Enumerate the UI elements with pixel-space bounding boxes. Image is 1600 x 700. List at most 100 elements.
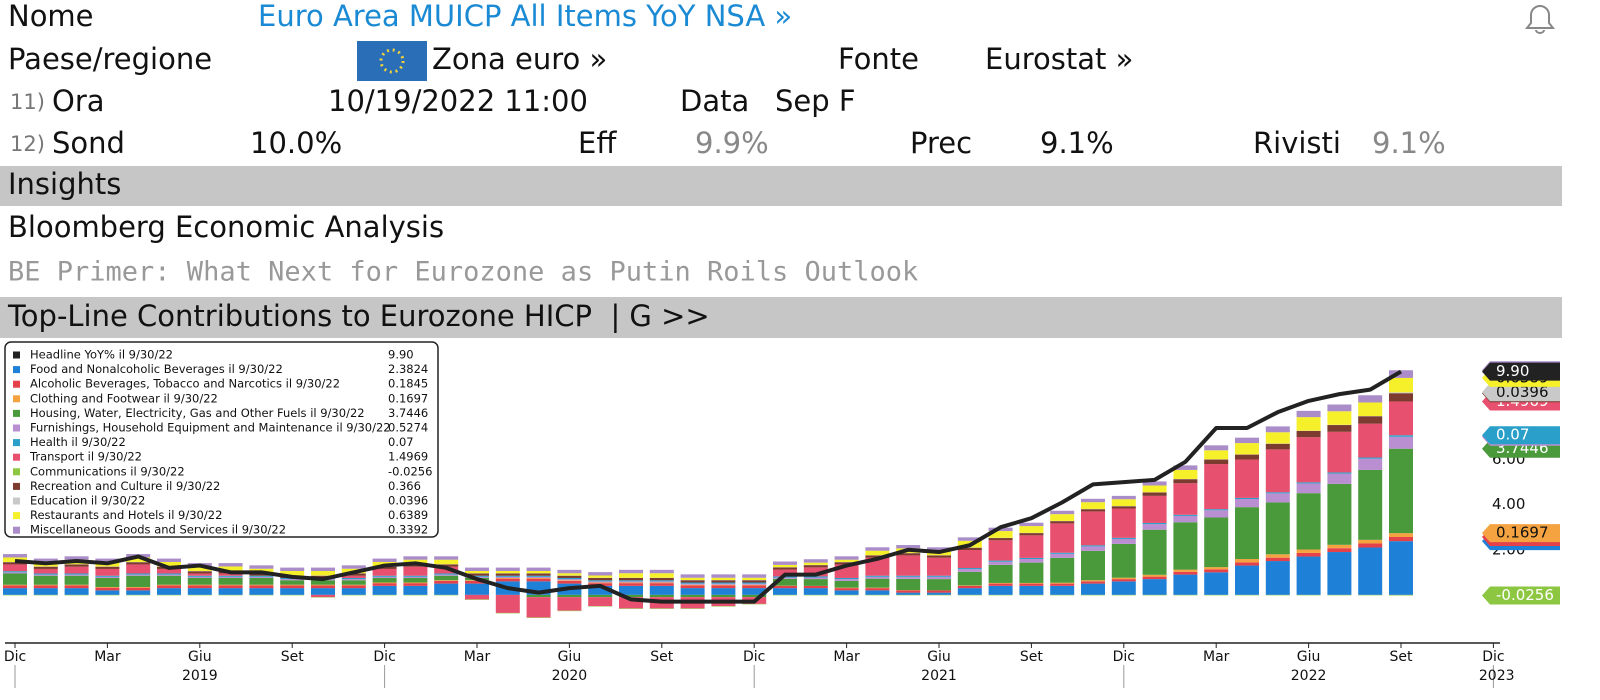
x-tick-label: Set xyxy=(281,649,305,665)
bar-segment xyxy=(1173,569,1198,572)
bar-segment xyxy=(1142,576,1167,580)
bar-segment xyxy=(557,575,582,578)
value-tag xyxy=(1482,362,1560,381)
bar-segment xyxy=(803,565,828,568)
bar-segment xyxy=(1389,594,1413,596)
bar-segment xyxy=(1081,550,1105,581)
bar-segment xyxy=(1019,562,1044,583)
chart-header[interactable]: Top-Line Contributions to Eurozone HICP … xyxy=(7,299,710,333)
bar-segment xyxy=(1111,581,1136,595)
bar-segment xyxy=(1050,557,1075,583)
bar-segment xyxy=(1296,483,1321,494)
bar-segment xyxy=(680,583,705,585)
bar-segment xyxy=(3,564,27,572)
country-link[interactable]: Zona euro » xyxy=(432,42,607,76)
bar-segment xyxy=(588,577,613,581)
bar-segment xyxy=(1204,569,1229,573)
bar-segment xyxy=(680,584,705,586)
row-number[interactable]: 11) xyxy=(10,90,45,114)
bar-segment xyxy=(588,575,613,578)
bar-segment xyxy=(157,585,181,589)
bar-segment xyxy=(1235,437,1259,444)
bar-segment xyxy=(1265,426,1290,433)
country-label: Paese/regione xyxy=(8,42,212,76)
bar-segment xyxy=(1173,479,1198,484)
bar-segment xyxy=(95,577,120,587)
bar-segment xyxy=(957,568,982,570)
source-link[interactable]: Eurostat » xyxy=(985,42,1133,76)
bar-segment xyxy=(1050,582,1075,584)
bar-segment xyxy=(465,580,489,584)
bar-segment xyxy=(803,567,828,577)
bar-segment xyxy=(557,579,582,581)
bar-segment xyxy=(957,537,982,541)
bar-segment xyxy=(1019,533,1044,536)
bar-segment xyxy=(927,579,951,591)
year-label: 2022 xyxy=(1291,668,1327,684)
bar-segment xyxy=(1235,562,1259,566)
bar-segment xyxy=(403,575,428,577)
bar-segment xyxy=(1142,524,1167,530)
bar-segment xyxy=(649,594,674,598)
bar-segment xyxy=(865,590,890,595)
bar-segment xyxy=(1173,514,1198,516)
bar-segment xyxy=(1265,432,1290,444)
bar-segment xyxy=(280,579,305,581)
year-label: 2023 xyxy=(1479,668,1515,684)
legend-swatch xyxy=(13,351,20,359)
bar-segment xyxy=(465,573,489,576)
value-tag-label: 9.90 xyxy=(1496,362,1529,380)
legend-name: Recreation and Culture il 9/30/22 xyxy=(30,479,220,493)
bar-segment xyxy=(33,566,58,569)
revised-label: Rivisti xyxy=(1253,126,1341,160)
bar-segment xyxy=(403,576,428,578)
value-tag xyxy=(1482,586,1560,605)
bar-segment xyxy=(434,574,459,576)
bar-segment xyxy=(1019,557,1044,560)
bar-segment xyxy=(1235,459,1259,498)
bar-segment xyxy=(434,583,459,595)
bar-segment xyxy=(1111,577,1136,580)
bar-segment xyxy=(526,576,551,578)
bar-segment xyxy=(773,577,797,579)
bar-segment xyxy=(1173,465,1198,470)
bar-segment xyxy=(526,577,551,579)
legend-value: 0.366 xyxy=(388,479,421,493)
bar-segment xyxy=(95,575,120,577)
name-link[interactable]: Euro Area MUICP All Items YoY NSA » xyxy=(258,0,792,33)
bar-segment xyxy=(280,588,305,595)
bar-segment xyxy=(1111,579,1136,582)
bar-segment xyxy=(187,566,212,571)
bar-segment xyxy=(218,566,243,571)
row-number[interactable]: 12) xyxy=(10,132,45,156)
legend-swatch xyxy=(13,453,20,461)
legend-box xyxy=(4,341,439,538)
bar-segment xyxy=(1081,511,1105,546)
bell-icon[interactable] xyxy=(1524,5,1556,34)
bar-segment xyxy=(341,584,366,586)
x-tick-label: Dic xyxy=(373,649,395,665)
legend-name: Food and Nonalcoholic Beverages il 9/30/… xyxy=(30,362,283,376)
bar-segment xyxy=(988,560,1013,562)
x-tick-label: Dic xyxy=(1113,649,1135,665)
survey-label: Sond xyxy=(52,126,125,160)
bar-segment xyxy=(341,588,366,595)
bar-segment xyxy=(957,569,982,572)
article-link[interactable]: BE Primer: What Next for Eurozone as Put… xyxy=(8,257,918,288)
bar-segment xyxy=(187,585,212,589)
bar-segment xyxy=(957,585,982,589)
bar-segment xyxy=(1050,510,1075,515)
bar-segment xyxy=(1235,559,1259,563)
bar-segment xyxy=(187,573,212,576)
bar-segment xyxy=(588,580,613,582)
bar-segment xyxy=(896,555,921,576)
bar-segment xyxy=(1327,473,1352,484)
eu-flag xyxy=(357,41,427,81)
x-tick-label: Giu xyxy=(1297,649,1321,665)
bar-segment xyxy=(1111,508,1136,538)
bar-segment xyxy=(403,582,428,584)
legend-name: Furnishings, Household Equipment and Mai… xyxy=(30,421,391,435)
bar-segment xyxy=(834,579,859,581)
bar-segment xyxy=(680,574,705,578)
bar-segment xyxy=(157,558,181,562)
